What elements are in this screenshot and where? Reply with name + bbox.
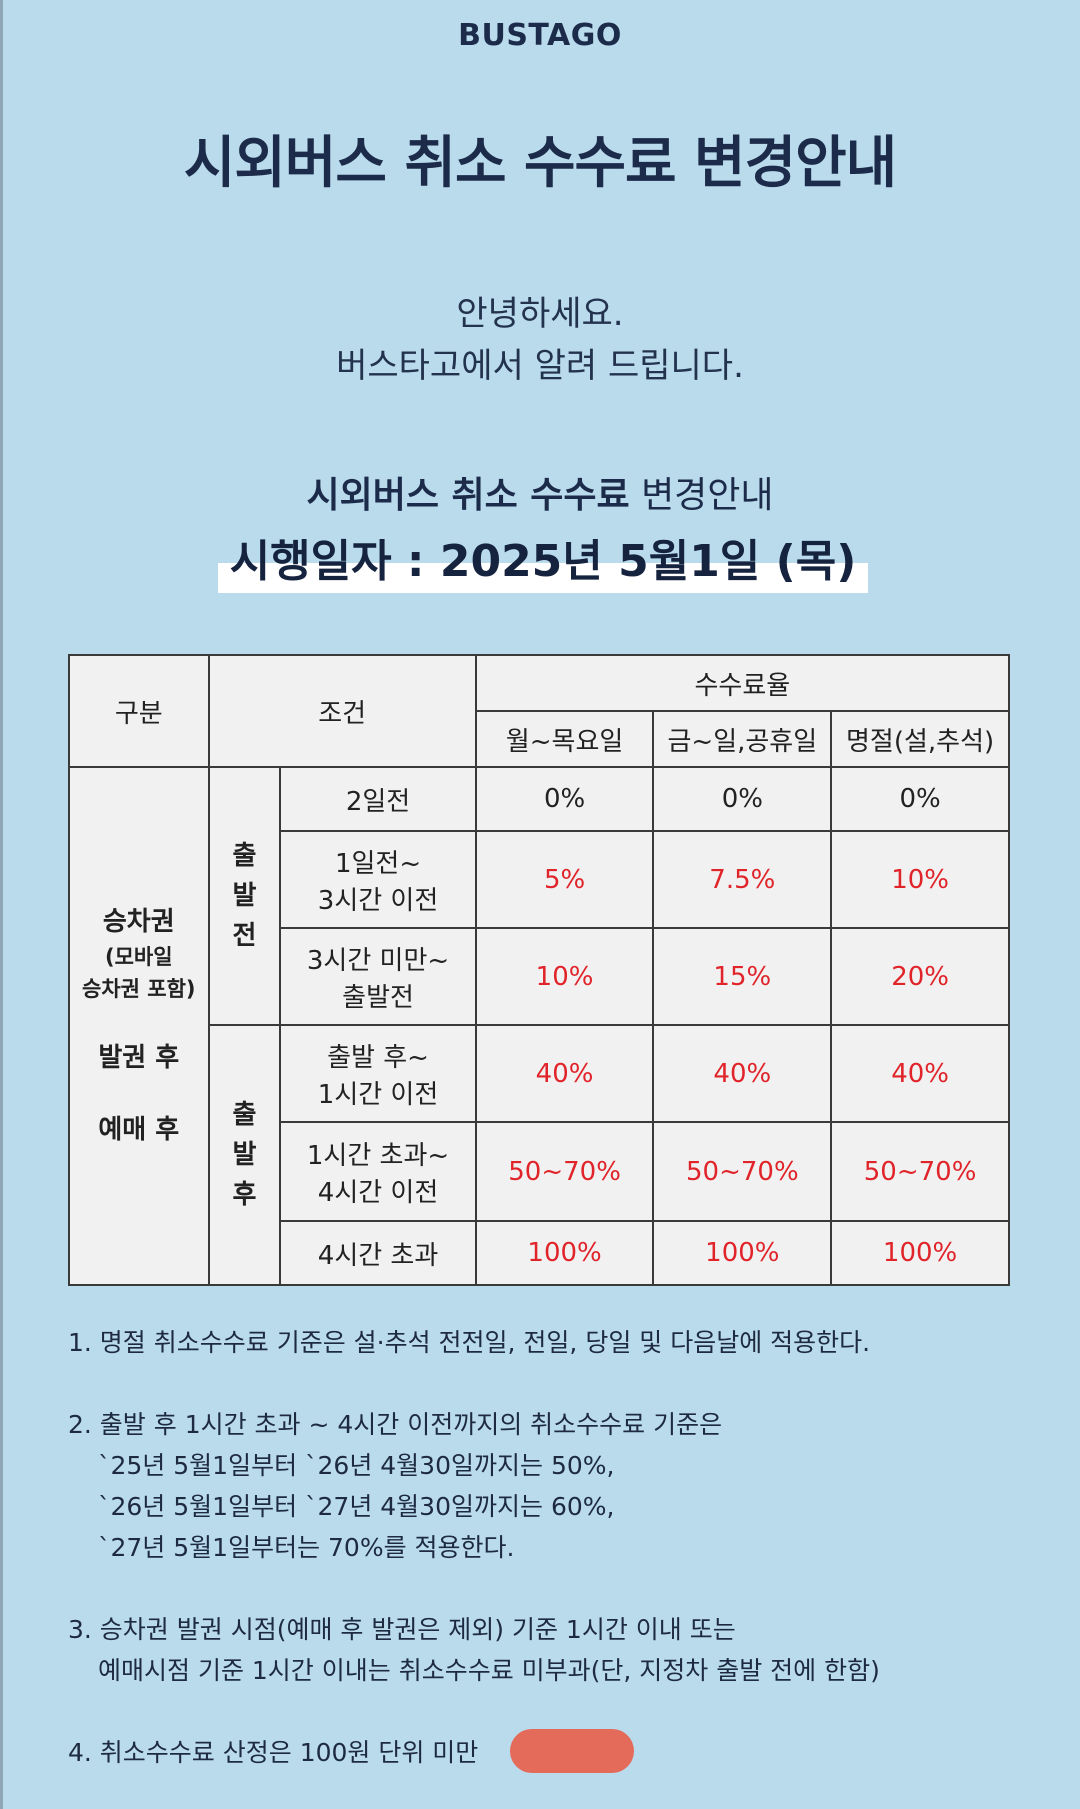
note-2-line-1: 2. 출발 후 1시간 초과 ~ 4시간 이전까지의 취소수수료 기준은: [68, 1410, 723, 1439]
effective-date-block: 시행일자 : 2025년 5월1일 (목): [218, 525, 868, 593]
note-2-line-3: `26년 5월1일부터 `27년 4월30일까지는 60%,: [98, 1492, 615, 1521]
condition-cell: 2일전: [279, 766, 477, 832]
page-title: 시외버스 취소 수수료 변경안내: [183, 131, 897, 196]
subtitle-normal: 변경안내: [641, 475, 774, 516]
value-weekday: 5%: [474, 830, 655, 929]
condition-cell: 1시간 초과~ 4시간 이전: [279, 1121, 477, 1222]
note-2-line-4: `27년 5월1일부터는 70%를 적용한다.: [98, 1533, 515, 1562]
note-4: 4. 취소수수료 산정은 100원 단위 미만: [68, 1738, 479, 1767]
greeting: 안녕하세요. 버스타고에서 알려 드립니다.: [0, 288, 1080, 392]
table-row: 출 발 후 출발 후~ 1시간 이전 40% 40% 40%: [69, 1024, 1010, 1286]
value-weekday: 40%: [474, 1024, 655, 1123]
value-weekday: 50~70%: [474, 1121, 655, 1222]
table-row: 4시간 초과 100% 100% 100%: [69, 1220, 1010, 1286]
table-row: 1일전~ 3시간 이전 5% 7.5% 10%: [69, 830, 1010, 929]
condition-cell: 4시간 초과: [279, 1220, 477, 1286]
subtitle-bold: 시외버스 취소 수수료: [306, 475, 630, 516]
effective-date: 시행일자 : 2025년 5월1일 (목): [229, 536, 857, 587]
table-header-row: 구분 조건 수수료율: [68, 654, 1011, 768]
category-cell: 승차권 (모바일 승차권 포함) 발권 후 예매 후: [68, 766, 210, 1286]
header-rate: 수수료율: [474, 654, 1011, 712]
date-highlight: [218, 563, 868, 593]
value-weekend: 0%: [652, 766, 833, 832]
note-1: 1. 명절 취소수수료 기준은 설·추석 전전일, 전일, 당일 및 다음날에 …: [68, 1328, 871, 1357]
category-ticket: 승차권: [102, 907, 175, 937]
condition-cell: 3시간 미만~ 출발전: [279, 927, 477, 1026]
value-holiday: 50~70%: [830, 1121, 1010, 1222]
note-3-line-1: 3. 승차권 발권 시점(예매 후 발권은 제외) 기준 1시간 이내 또는: [68, 1615, 736, 1644]
header-weekend: 금~일,공휴일: [652, 710, 833, 768]
category-mobile-incl: 승차권 포함): [82, 977, 196, 1001]
table-row: 승차권 (모바일 승차권 포함) 발권 후 예매 후 출 발 전 2일전 0% …: [68, 766, 1010, 1286]
header-condition: 조건: [207, 654, 477, 768]
value-weekend: 50~70%: [652, 1121, 833, 1222]
brand-logo: BUSTAGO: [458, 18, 622, 53]
value-holiday: 10%: [830, 830, 1010, 929]
table-row: 3시간 미만~ 출발전 10% 15% 20%: [69, 927, 1010, 1026]
table-row: 1시간 초과~ 4시간 이전 50~70% 50~70% 50~70%: [69, 1121, 1010, 1222]
header-weekday: 월~목요일: [474, 710, 655, 768]
value-weekday: 100%: [474, 1220, 655, 1286]
category-issued: 발권 후: [98, 1043, 180, 1073]
condition-cell: 출발 후~ 1시간 이전: [279, 1024, 477, 1123]
greeting-line-2: 버스타고에서 알려 드립니다.: [336, 346, 744, 386]
greeting-line-1: 안녕하세요.: [456, 294, 624, 334]
value-weekend: 40%: [652, 1024, 833, 1123]
notice-subtitle: 시외버스 취소 수수료 변경안내: [0, 466, 1080, 518]
after-departure-label: 출 발 후: [207, 1024, 282, 1286]
redaction-mark: [510, 1729, 634, 1773]
fee-table: 구분 조건 수수료율 월~목요일 금~일,공휴일 명절(설,추석) 승차권 (모…: [68, 654, 1011, 1286]
table-subheader-row: 월~목요일 금~일,공휴일 명절(설,추석): [69, 710, 1010, 768]
value-holiday: 20%: [830, 927, 1010, 1026]
note-2-line-2: `25년 5월1일부터 `26년 4월30일까지는 50%,: [98, 1451, 615, 1480]
value-holiday: 40%: [830, 1024, 1010, 1123]
value-weekend: 15%: [652, 927, 833, 1026]
value-weekend: 7.5%: [652, 830, 833, 929]
value-holiday: 0%: [830, 766, 1010, 832]
notes-section: 1. 명절 취소수수료 기준은 설·추석 전전일, 전일, 당일 및 다음날에 …: [68, 1322, 1028, 1773]
condition-cell: 1일전~ 3시간 이전: [279, 830, 477, 929]
value-weekend: 100%: [652, 1220, 833, 1286]
value-weekday: 0%: [474, 766, 655, 832]
value-holiday: 100%: [830, 1220, 1010, 1286]
note-3-line-2: 예매시점 기준 1시간 이내는 취소수수료 미부과(단, 지정차 출발 전에 한…: [98, 1656, 880, 1685]
category-mobile: (모바일: [105, 945, 173, 969]
header-holiday: 명절(설,추석): [830, 710, 1010, 768]
header-category: 구분: [68, 654, 210, 768]
before-departure-label: 출 발 전: [207, 766, 282, 1026]
value-weekday: 10%: [474, 927, 655, 1026]
category-reserved: 예매 후: [98, 1115, 180, 1145]
frame-edge: [0, 0, 3, 1809]
